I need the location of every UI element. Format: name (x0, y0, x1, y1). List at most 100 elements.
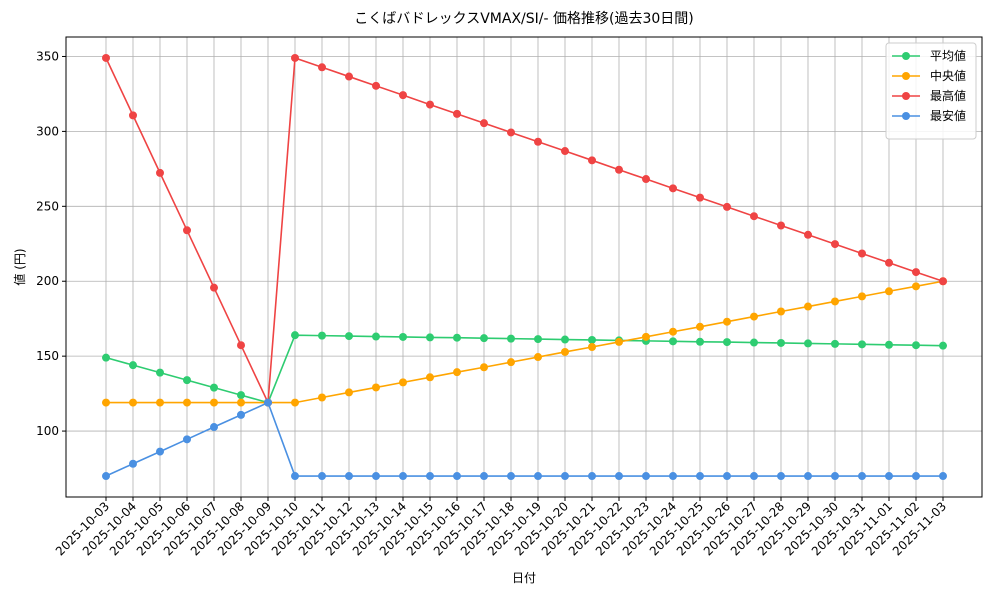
data-point (372, 81, 380, 90)
legend-label: 最高値 (930, 88, 966, 103)
data-point (237, 341, 245, 350)
data-point (588, 156, 596, 165)
data-point (210, 283, 218, 292)
data-point (237, 410, 245, 419)
data-point (534, 353, 542, 362)
x-axis-label: 日付 (512, 571, 536, 585)
data-point (588, 335, 596, 344)
data-point (156, 398, 164, 407)
data-point (723, 202, 731, 211)
y-axis-label: 値 (円) (12, 248, 27, 285)
data-point (507, 334, 515, 343)
data-point (210, 383, 218, 392)
data-point (507, 358, 515, 367)
series-line (106, 280, 944, 404)
y-tick-label: 250 (36, 199, 59, 213)
data-point (588, 343, 596, 352)
data-point (399, 378, 407, 387)
data-point (291, 398, 299, 407)
chart-title: こくばバドレックスVMAX/SI/- 価格推移(過去30日間) (354, 11, 694, 27)
data-point (372, 332, 380, 341)
data-point (507, 128, 515, 137)
data-point (345, 472, 353, 481)
data-point (858, 292, 866, 301)
data-point (831, 240, 839, 249)
data-point (831, 297, 839, 306)
data-point (561, 147, 569, 156)
data-point (426, 373, 434, 382)
data-point (615, 337, 623, 346)
data-point (642, 332, 650, 341)
data-point (723, 472, 731, 481)
data-point (858, 472, 866, 481)
data-point (858, 340, 866, 349)
data-point (669, 337, 677, 346)
data-point (453, 109, 461, 118)
data-point (939, 472, 947, 481)
data-point (291, 53, 299, 62)
data-point (102, 53, 110, 62)
data-point (750, 312, 758, 321)
data-point (858, 249, 866, 258)
y-tick-label: 100 (36, 424, 59, 438)
data-point (426, 333, 434, 342)
data-point (318, 393, 326, 402)
data-point (750, 472, 758, 481)
data-point (426, 100, 434, 109)
data-point (750, 338, 758, 347)
data-point (453, 472, 461, 481)
plot-frame (65, 36, 983, 498)
data-point (318, 472, 326, 481)
data-point (345, 388, 353, 397)
data-point (588, 472, 596, 481)
data-point (804, 339, 812, 348)
data-point (939, 277, 947, 286)
data-point (696, 337, 704, 346)
y-tick-label: 350 (36, 49, 59, 63)
data-point (804, 472, 812, 481)
data-point (777, 338, 785, 347)
data-point (183, 398, 191, 407)
data-point (750, 212, 758, 221)
data-point (723, 338, 731, 347)
data-point (912, 341, 920, 350)
data-point (804, 230, 812, 239)
data-point (345, 72, 353, 81)
data-point (480, 334, 488, 343)
data-point (480, 472, 488, 481)
data-point (183, 435, 191, 444)
data-point (453, 333, 461, 342)
data-point (210, 398, 218, 407)
data-point (129, 111, 137, 120)
data-point (696, 472, 704, 481)
legend-marker (902, 112, 910, 120)
y-tick-label: 150 (36, 349, 59, 363)
data-point (534, 472, 542, 481)
data-point (561, 347, 569, 356)
legend-label: 最安値 (930, 108, 966, 123)
data-point (237, 391, 245, 400)
data-point (318, 63, 326, 72)
data-point (831, 472, 839, 481)
data-point (561, 335, 569, 344)
data-point (885, 258, 893, 267)
data-point (804, 302, 812, 311)
data-point (534, 335, 542, 344)
legend-marker (902, 92, 910, 100)
data-point (480, 119, 488, 128)
legend-label: 平均値 (930, 48, 966, 63)
legend-label: 中央値 (930, 68, 966, 83)
data-point (723, 317, 731, 326)
data-point (912, 282, 920, 291)
data-point (156, 447, 164, 456)
y-tick-label: 300 (36, 124, 59, 138)
data-point (507, 472, 515, 481)
data-point (885, 340, 893, 349)
data-point (129, 398, 137, 407)
data-point (129, 361, 137, 370)
data-point (183, 226, 191, 235)
data-point (885, 472, 893, 481)
data-point (615, 472, 623, 481)
data-point (345, 332, 353, 341)
